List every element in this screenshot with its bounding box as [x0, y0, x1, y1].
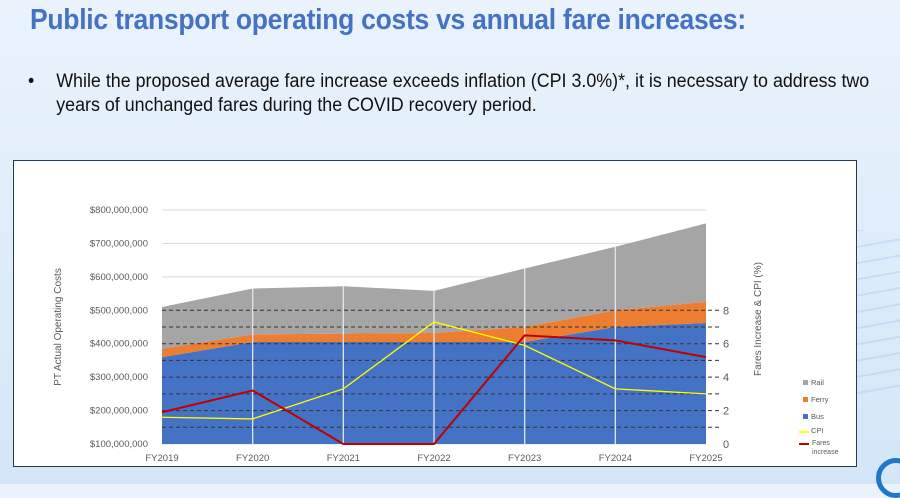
y-tick-label: $400,000,000 [90, 339, 148, 350]
legend-label-bus: Bus [811, 412, 824, 421]
secondary-tick-label: 6 [723, 339, 729, 351]
legend-label-fares-increase: Fares increase [812, 440, 839, 456]
legend-swatch-ferry [803, 397, 808, 402]
legend-label-ferry: Ferry [811, 395, 829, 404]
x-tick-label: FY2022 [417, 453, 450, 464]
line-fares-increase [161, 334, 707, 445]
y-tick-label: $600,000,000 [90, 272, 148, 283]
slide-title: Public transport operating costs vs annu… [30, 4, 746, 36]
bullet-text: While the proposed average fare increase… [56, 71, 870, 116]
x-tick-label: FY2021 [327, 453, 360, 464]
y-tick-label: $500,000,000 [90, 305, 148, 316]
y-axis-title: PT Actual Operating Costs [53, 268, 64, 386]
legend-label-cpi: CPI [811, 426, 824, 435]
secondary-tick-label: 0 [723, 439, 729, 451]
x-tick-label: FY2019 [145, 453, 178, 464]
secondary-tick-label: 4 [723, 372, 729, 384]
y-tick-label: $200,000,000 [90, 406, 148, 417]
x-tick-label: FY2025 [689, 453, 722, 464]
legend-swatch-bus [803, 414, 808, 419]
chart-container: $100,000,000 $200,000,000 $300,000,000 $400… [13, 160, 857, 467]
x-tick-label: FY2023 [508, 453, 541, 464]
secondary-y-axis-title: Fares Increase & CPI (%) [753, 262, 764, 376]
area-rail [162, 223, 706, 349]
chart: $100,000,000 $200,000,000 $300,000,000 $400… [53, 205, 839, 464]
y-tick-label: $800,000,000 [90, 205, 148, 216]
area-ferry [162, 301, 706, 358]
legend-label-rail: Rail [811, 378, 824, 387]
bullet-marker: • [28, 71, 35, 92]
y-tick-label: $100,000,000 [90, 439, 148, 450]
y-tick-label: $300,000,000 [90, 372, 148, 383]
line-cpi [161, 321, 707, 420]
logo-icon [876, 458, 900, 498]
x-tick-label: FY2024 [599, 453, 632, 464]
x-tick-label: FY2020 [236, 453, 269, 464]
background-decoration [855, 230, 900, 400]
y-tick-label: $700,000,000 [90, 238, 148, 249]
secondary-tick-label: 8 [723, 305, 729, 317]
legend-swatch-rail [803, 380, 808, 385]
secondary-tick-label: 2 [723, 406, 729, 418]
